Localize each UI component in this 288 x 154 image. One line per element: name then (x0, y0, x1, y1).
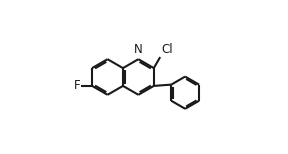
Text: N: N (134, 43, 143, 56)
Text: F: F (74, 79, 80, 92)
Text: Cl: Cl (161, 43, 173, 56)
